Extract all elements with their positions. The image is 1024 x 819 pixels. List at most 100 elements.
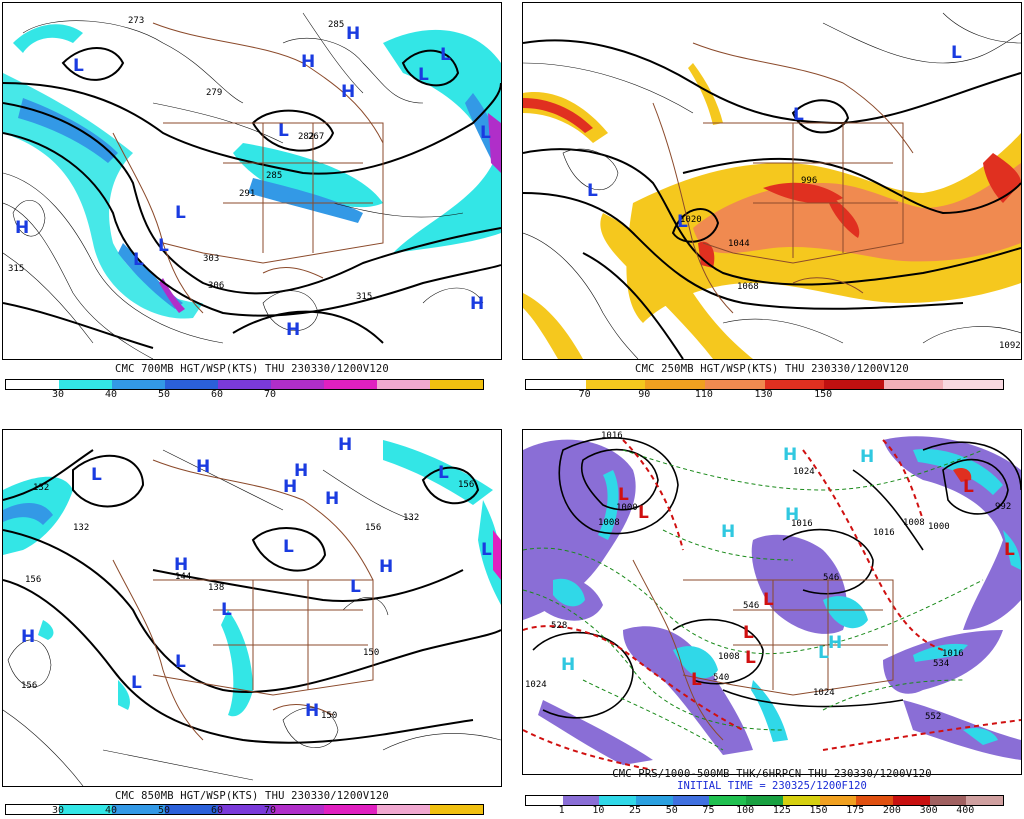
scale-tick-label: 60	[210, 805, 224, 816]
contour-label: 150	[363, 648, 379, 658]
high-marker: H	[470, 294, 484, 314]
scale-swatch	[59, 805, 112, 814]
low-marker: L	[73, 56, 84, 76]
contour-label: 540	[713, 673, 729, 683]
scale-swatch	[824, 380, 884, 389]
map-700mb-svg: L L L L L L L L H H H H H H 273 285 279 …	[3, 12, 501, 359]
high-marker: H	[338, 435, 352, 455]
contour-label: 150	[321, 711, 337, 721]
scale-tick-label: 50	[665, 805, 678, 816]
low-marker: L	[818, 643, 829, 663]
scale-swatch	[636, 796, 673, 805]
low-marker: L	[481, 540, 492, 560]
panel-caption: CMC PRS/1000-500MB THK/6HRPCN THU 230330…	[612, 768, 932, 780]
scale-swatch	[271, 380, 324, 389]
contour-label: 552	[925, 712, 941, 722]
panel-700mb: L L L L L L L L H H H H H H 273 285 279 …	[0, 0, 504, 408]
scale-swatch	[599, 796, 637, 805]
scale-tick-label: 25	[629, 805, 642, 816]
contour-label: 1016	[601, 431, 623, 441]
low-marker: L	[1004, 540, 1015, 560]
scale-swatch	[672, 796, 710, 805]
contour-label: 315	[8, 264, 24, 274]
contour-label: 1068	[737, 282, 759, 292]
contour-label: 273	[128, 16, 144, 26]
contour-label: 1016	[791, 519, 813, 529]
scale-swatch	[709, 796, 747, 805]
scale-swatch	[324, 805, 377, 814]
contour-label: 144	[175, 572, 191, 582]
low-marker: L	[763, 590, 774, 610]
panel-caption: CMC 250MB HGT/WSP(KTS) THU 230330/1200V1…	[635, 363, 909, 375]
contour-label: 996	[801, 176, 817, 186]
scale-swatch	[6, 380, 59, 389]
scale-tick-label: 90	[638, 389, 651, 400]
scale-swatch	[324, 380, 377, 389]
contour-label: 992	[995, 502, 1011, 512]
scale-swatch	[966, 796, 1003, 805]
scale-tick-label: 100	[736, 805, 755, 816]
contour-label: 303	[203, 254, 219, 264]
scale-tick-label: 50	[157, 805, 171, 816]
scale-swatch	[782, 796, 820, 805]
scale-swatch	[585, 380, 646, 389]
contour-label: 1016	[942, 649, 964, 659]
contour-label: 285	[328, 20, 344, 30]
color-scale	[525, 379, 1004, 390]
scale-tick-label: 130	[754, 389, 773, 400]
low-marker: L	[691, 670, 702, 690]
contour-label: 1008	[903, 518, 925, 528]
panel-850mb: L L L L L L L L H H H H H H H H H 132 13…	[0, 411, 504, 819]
contour-label: 279	[206, 88, 222, 98]
scale-swatch	[929, 796, 967, 805]
high-marker: H	[15, 218, 29, 238]
panel-prs-thk-pcn: L L L L L L L L L H H H H H H 1016 1008 …	[520, 411, 1024, 819]
contour-label: 546	[823, 573, 839, 583]
contour-label: 132	[73, 523, 89, 533]
low-marker: L	[677, 212, 688, 232]
scale-swatch	[112, 805, 165, 814]
color-scale	[525, 795, 1004, 806]
scale-tick-label: 70	[263, 389, 277, 400]
scale-tick-label: 60	[210, 389, 224, 400]
scale-swatch	[218, 380, 271, 389]
low-marker: L	[91, 465, 102, 485]
high-marker: H	[174, 555, 188, 575]
scale-tick-label: 30	[51, 389, 65, 400]
low-marker: L	[221, 600, 232, 620]
contour-label: 1024	[793, 467, 815, 477]
scale-swatch	[819, 796, 857, 805]
contour-label: 1000	[928, 522, 950, 532]
high-marker: H	[860, 447, 874, 467]
low-marker: L	[133, 250, 144, 270]
contour-label: 291	[239, 189, 255, 199]
contour-label: 1044	[728, 239, 750, 249]
color-scale	[5, 379, 484, 390]
contour-label: 1008	[718, 652, 740, 662]
scale-swatch	[746, 796, 783, 805]
scale-tick-label: 30	[51, 805, 65, 816]
low-marker: L	[158, 236, 169, 256]
contour-label: 1016	[873, 528, 895, 538]
contour-label: 156	[365, 523, 381, 533]
scale-swatch	[271, 805, 324, 814]
scale-swatch	[59, 380, 112, 389]
scale-tick-label: 110	[694, 389, 713, 400]
high-marker: H	[301, 52, 315, 72]
scale-swatch	[883, 380, 944, 389]
scale-swatch	[892, 796, 930, 805]
low-marker: L	[418, 65, 429, 85]
low-marker: L	[793, 105, 804, 125]
contour-label: 1008	[598, 518, 620, 528]
color-scale	[5, 804, 484, 815]
scale-tick-label: 400	[956, 805, 975, 816]
low-marker: L	[175, 652, 186, 672]
scale-tick-label: 200	[882, 805, 901, 816]
high-marker: H	[21, 627, 35, 647]
contour-label: 528	[551, 621, 567, 631]
scale-tick-label: 70	[578, 389, 591, 400]
map-250mb-svg: L L L L 996 1020 1044 1068 1092	[523, 12, 1021, 359]
map-850mb: L L L L L L L L H H H H H H H H H 132 13…	[2, 429, 502, 787]
high-marker: H	[785, 505, 799, 525]
map-prs: L L L L L L L L L H H H H H H 1016 1008 …	[522, 429, 1022, 775]
